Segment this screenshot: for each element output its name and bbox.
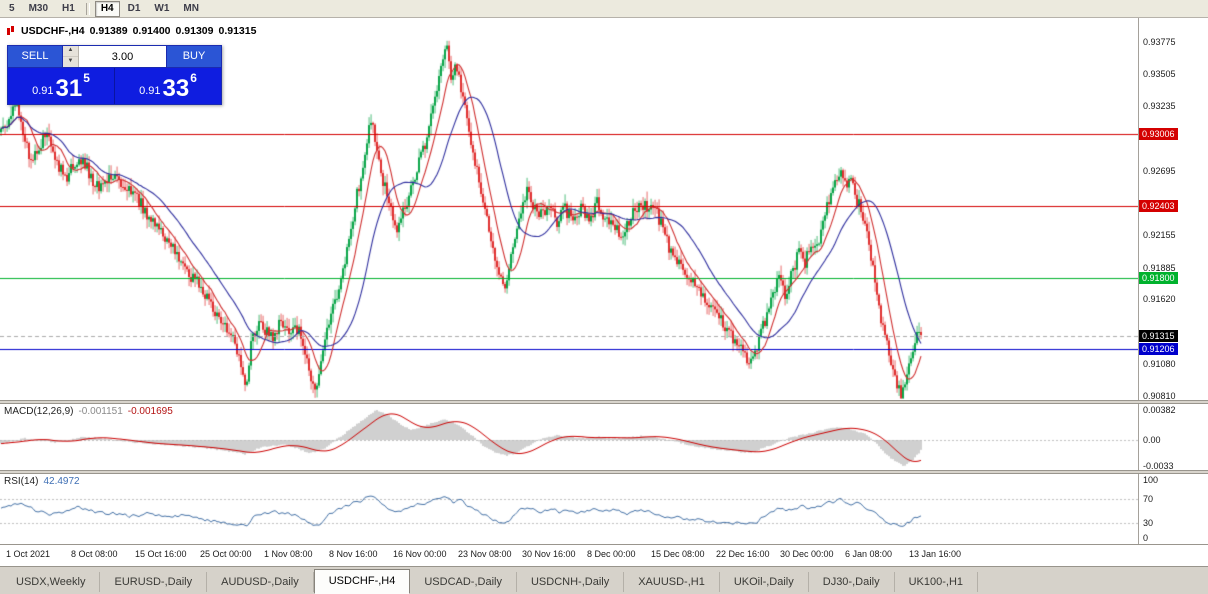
- time-axis-label: 15 Oct 16:00: [135, 549, 187, 559]
- timeframe-toolbar: 5 M30 H1 H4 D1 W1 MN: [0, 0, 1208, 18]
- volume-spinner[interactable]: ▲ ▼: [63, 46, 79, 67]
- macd-signal-value: -0.001695: [127, 406, 173, 417]
- time-axis-separator: [0, 544, 1208, 545]
- time-axis-label: 1 Oct 2021: [6, 549, 51, 559]
- rsi-panel-canvas[interactable]: [0, 474, 1138, 544]
- chart-tab-eurusd-daily[interactable]: EURUSD-,Daily: [100, 572, 208, 592]
- price-tick-label: 0.91885: [1143, 262, 1176, 273]
- panel-separator[interactable]: [0, 400, 1208, 404]
- sell-price[interactable]: 0.91 31 5: [8, 68, 115, 104]
- rsi-axis-label: 0: [1143, 533, 1149, 543]
- sell-price-sup: 5: [83, 71, 90, 85]
- chart-tab-usdx-weekly[interactable]: USDX,Weekly: [2, 572, 101, 592]
- chart-tab-bar: USDX,Weekly EURUSD-,Daily AUDUSD-,Daily USD…: [0, 566, 1208, 594]
- spinner-down-icon[interactable]: ▼: [67, 58, 74, 64]
- sell-button[interactable]: SELL: [8, 46, 63, 67]
- macd-title: MACD(12,26,9): [4, 406, 74, 417]
- time-axis-label: 15 Dec 08:00: [651, 549, 705, 559]
- timeframe-5[interactable]: 5: [3, 1, 21, 17]
- timeframe-h4[interactable]: H4: [94, 0, 120, 17]
- price-axis-border: [1138, 18, 1139, 544]
- line-price-label: 0.93006: [1139, 127, 1178, 140]
- spinner-up-icon[interactable]: ▲: [63, 46, 78, 57]
- time-axis-label: 1 Nov 08:00: [264, 549, 313, 559]
- rsi-title: RSI(14): [4, 476, 39, 487]
- chart-symbol-icon: [6, 26, 16, 36]
- line-price-label: 0.92403: [1139, 199, 1178, 212]
- ohlc-high: 0.91400: [132, 25, 171, 37]
- time-axis-label: 30 Nov 16:00: [522, 549, 576, 559]
- time-axis-label: 23 Nov 08:00: [458, 549, 512, 559]
- chart-tab-uk100-h1[interactable]: UK100-,H1: [895, 572, 979, 592]
- time-axis-label: 30 Dec 00:00: [780, 549, 834, 559]
- chart-tab-dj30-daily[interactable]: DJ30-,Daily: [809, 572, 895, 592]
- macd-header: MACD(12,26,9) -0.001151 -0.001695: [4, 406, 173, 417]
- chart-tab-usdcnh-daily[interactable]: USDCNH-,Daily: [517, 572, 625, 592]
- timeframe-h1[interactable]: H1: [56, 1, 81, 17]
- chart-symbol-label: USDCHF-,H4: [21, 25, 85, 37]
- ohlc-open: 0.91389: [89, 25, 128, 37]
- timeframe-mn[interactable]: MN: [177, 1, 205, 17]
- macd-axis-label: 0.00382: [1143, 404, 1176, 415]
- chart-tab-xauusd-h1[interactable]: XAUUSD-,H1: [624, 572, 720, 592]
- buy-price-prefix: 0.91: [139, 85, 161, 97]
- time-axis-label: 8 Dec 00:00: [587, 549, 636, 559]
- time-axis-label: 22 Dec 16:00: [716, 549, 770, 559]
- price-tick-label: 0.93235: [1143, 101, 1176, 112]
- macd-main-value: -0.001151: [78, 406, 123, 417]
- buy-price-sup: 6: [190, 71, 197, 85]
- toolbar-separator: [85, 2, 90, 15]
- time-axis-label: 16 Nov 00:00: [393, 549, 447, 559]
- line-price-label: 0.91800: [1139, 271, 1178, 284]
- price-tick-label: 0.90810: [1143, 390, 1176, 401]
- price-tick-label: 0.92155: [1143, 230, 1176, 241]
- rsi-axis-label: 30: [1143, 518, 1154, 529]
- time-axis-label: 6 Jan 08:00: [845, 549, 893, 559]
- line-price-label: 0.91206: [1139, 342, 1178, 355]
- time-axis-label: 8 Oct 08:00: [71, 549, 118, 559]
- rsi-value: 42.4972: [43, 476, 80, 487]
- time-axis-label: 8 Nov 16:00: [329, 549, 378, 559]
- sell-price-big: 31: [55, 75, 83, 102]
- chart-ohlc-header: USDCHF-,H4 0.91389 0.91400 0.91309 0.913…: [6, 25, 256, 37]
- sell-price-prefix: 0.91: [32, 85, 54, 97]
- price-tick-label: 0.92695: [1143, 165, 1176, 176]
- rsi-header: RSI(14) 42.4972: [4, 476, 80, 487]
- chart-tab-audusd-daily[interactable]: AUDUSD-,Daily: [207, 572, 314, 592]
- ohlc-low: 0.91309: [175, 25, 214, 37]
- price-tick-label: 0.93505: [1143, 69, 1176, 80]
- price-tick-label: 0.91080: [1143, 358, 1176, 369]
- timeframe-m30[interactable]: M30: [23, 1, 54, 17]
- timeframe-d1[interactable]: D1: [122, 1, 147, 17]
- one-click-trading-panel: SELL ▲ ▼ BUY 0.91 31 5 0.91 33 6: [7, 45, 222, 105]
- macd-axis-label: 0.00: [1143, 435, 1161, 445]
- macd-panel-canvas[interactable]: [0, 404, 1138, 470]
- macd-axis-label: -0.0033: [1143, 460, 1174, 471]
- chart-tab-usdcad-daily[interactable]: USDCAD-,Daily: [410, 572, 517, 592]
- price-tick-label: 0.93775: [1143, 36, 1176, 47]
- price-tick-label: 0.91620: [1143, 294, 1176, 305]
- rsi-axis-label: 70: [1143, 493, 1154, 504]
- ohlc-close: 0.91315: [218, 25, 257, 37]
- rsi-axis-label: 100: [1143, 475, 1159, 485]
- time-axis-label: 13 Jan 16:00: [909, 549, 962, 559]
- volume-input[interactable]: [79, 46, 166, 67]
- buy-button[interactable]: BUY: [166, 46, 221, 67]
- timeframe-w1[interactable]: W1: [148, 1, 175, 17]
- buy-price[interactable]: 0.91 33 6: [115, 68, 221, 104]
- chart-tab-usdchf-h4[interactable]: USDCHF-,H4: [313, 569, 411, 594]
- buy-price-big: 33: [162, 75, 190, 102]
- panel-separator[interactable]: [0, 470, 1208, 474]
- current-price-label: 0.91315: [1139, 329, 1178, 342]
- time-axis-label: 25 Oct 00:00: [200, 549, 252, 559]
- chart-tab-ukoil-daily[interactable]: UKOil-,Daily: [720, 572, 809, 592]
